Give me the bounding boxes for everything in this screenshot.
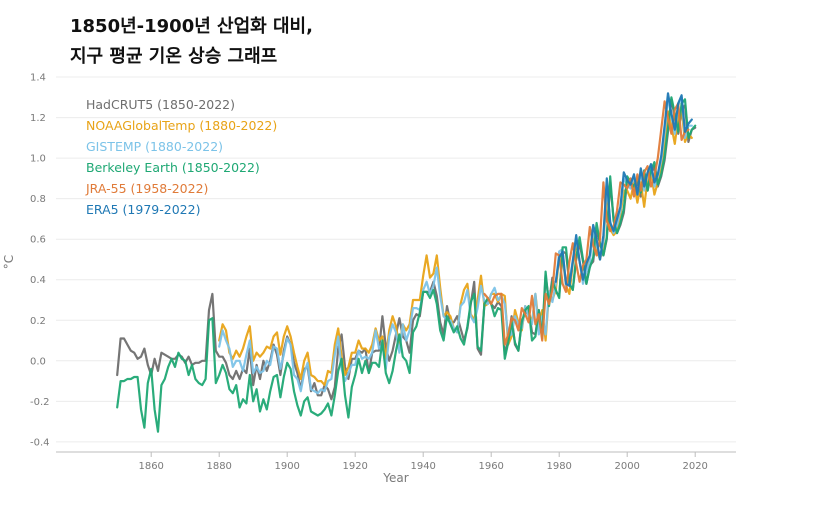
x-tick-label: 2020 <box>682 461 707 472</box>
chart-title-line-1: 1850년-1900년 산업화 대비, <box>70 16 313 37</box>
legend-entry-hadcrut5: HadCRUT5 (1850-2022) <box>86 97 235 112</box>
y-tick-label: 0.0 <box>30 356 46 367</box>
legend: HadCRUT5 (1850-2022) NOAAGlobalTemp (1880… <box>85 97 277 217</box>
y-tick-label: -0.2 <box>30 397 50 408</box>
x-axis-label: Year <box>382 471 408 485</box>
y-tick-label: 0.2 <box>30 316 46 327</box>
y-axis-label: °C <box>2 255 16 269</box>
y-tick-label: 0.4 <box>30 275 46 286</box>
y-tick-label: 0.6 <box>30 235 46 246</box>
series-lines <box>116 92 697 433</box>
legend-entry-era5: ERA5 (1979-2022) <box>86 202 200 217</box>
x-tick-label: 1940 <box>410 461 435 472</box>
series-line-jra-55 <box>483 100 690 346</box>
x-tick-label: 2000 <box>614 461 639 472</box>
y-tick-label: 1.2 <box>30 113 46 124</box>
legend-entry-berkeley-earth: Berkeley Earth (1850-2022) <box>86 160 260 175</box>
legend-entry-gistemp: GISTEMP (1880-2022) <box>86 139 223 154</box>
chart-title-line-2: 지구 평균 기온 상승 그래프 <box>70 46 278 67</box>
series-line-era5 <box>554 92 693 287</box>
y-tick-label: 1.4 <box>30 73 46 84</box>
y-axis-ticks: -0.4 -0.2 0.0 0.2 0.4 0.6 0.8 1.0 1.2 1.4 <box>30 73 50 449</box>
x-tick-label: 1880 <box>206 461 231 472</box>
y-tick-label: 0.8 <box>30 194 46 205</box>
x-tick-label: 1980 <box>546 461 571 472</box>
x-tick-label: 1960 <box>478 461 503 472</box>
series-line-berkeley-earth <box>116 96 697 433</box>
series-line-gistemp <box>218 96 693 395</box>
y-tick-label: 1.0 <box>30 154 46 165</box>
x-axis-ticks: 1860 1880 1900 1920 1940 1960 1980 2000 2020 <box>138 452 708 472</box>
legend-entry-noaaglobaltemp: NOAAGlobalTemp (1880-2022) <box>86 118 277 133</box>
x-tick-label: 1920 <box>342 461 367 472</box>
y-tick-label: -0.4 <box>30 437 50 448</box>
legend-entry-jra-55: JRA-55 (1958-2022) <box>85 181 208 196</box>
x-tick-label: 1900 <box>274 461 299 472</box>
x-tick-label: 1860 <box>138 461 163 472</box>
